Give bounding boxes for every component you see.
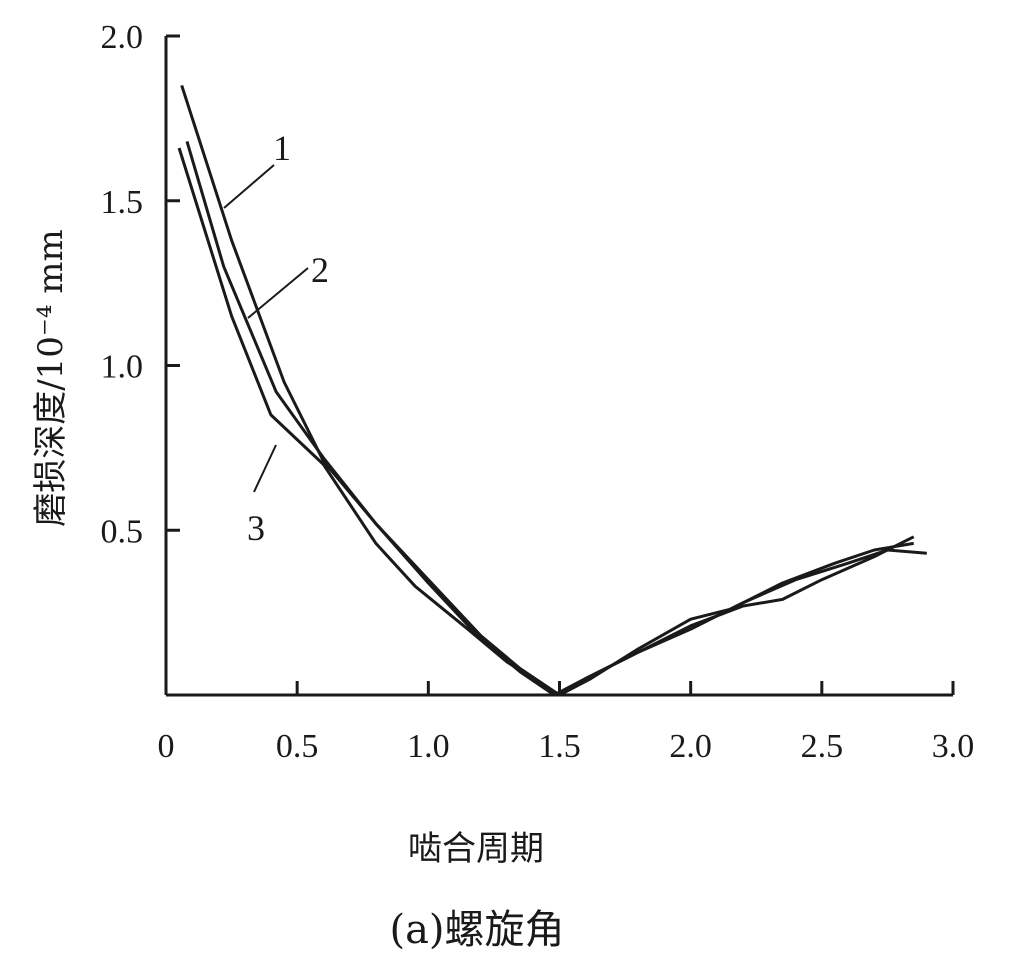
x-tick-label: 0.5	[276, 728, 319, 765]
y-axis-title: 磨损深度/10⁻⁴ mm	[31, 229, 71, 527]
axes-layer: 0 0.5 1.0 1.5 2.0 2.5 3.0 0.5 1.0 1.5 2.0	[101, 19, 975, 765]
series-layer	[177, 84, 927, 697]
series-line-1	[180, 84, 915, 697]
y-tick-label: 0.5	[101, 513, 144, 550]
series-1-label: 1	[273, 128, 291, 168]
x-tick-label: 2.5	[801, 728, 844, 765]
labels-layer: 1 2 3 啮合周期 磨损深度/10⁻⁴ mm (a)螺旋角	[31, 128, 565, 953]
series-2-label: 2	[311, 250, 329, 290]
y-tick-label: 1.0	[101, 349, 144, 386]
y-tick-label: 2.0	[101, 19, 144, 56]
series-line-2	[185, 140, 927, 697]
x-tick-label: 1.5	[538, 728, 581, 765]
series-3-label: 3	[247, 508, 265, 548]
series-line-3	[177, 147, 914, 697]
x-tick-label: 2.0	[669, 728, 712, 765]
figure-caption: (a)螺旋角	[389, 907, 564, 953]
series-1-leader-line	[223, 164, 275, 209]
series-3-leader-line	[253, 444, 277, 493]
x-axis-title: 啮合周期	[408, 829, 544, 869]
series-2-leader-line	[247, 267, 309, 319]
x-tick-label: 1.0	[407, 728, 450, 765]
y-tick-label: 1.5	[101, 184, 144, 221]
x-tick-label: 0	[158, 728, 175, 765]
x-tick-label: 3.0	[932, 728, 975, 765]
